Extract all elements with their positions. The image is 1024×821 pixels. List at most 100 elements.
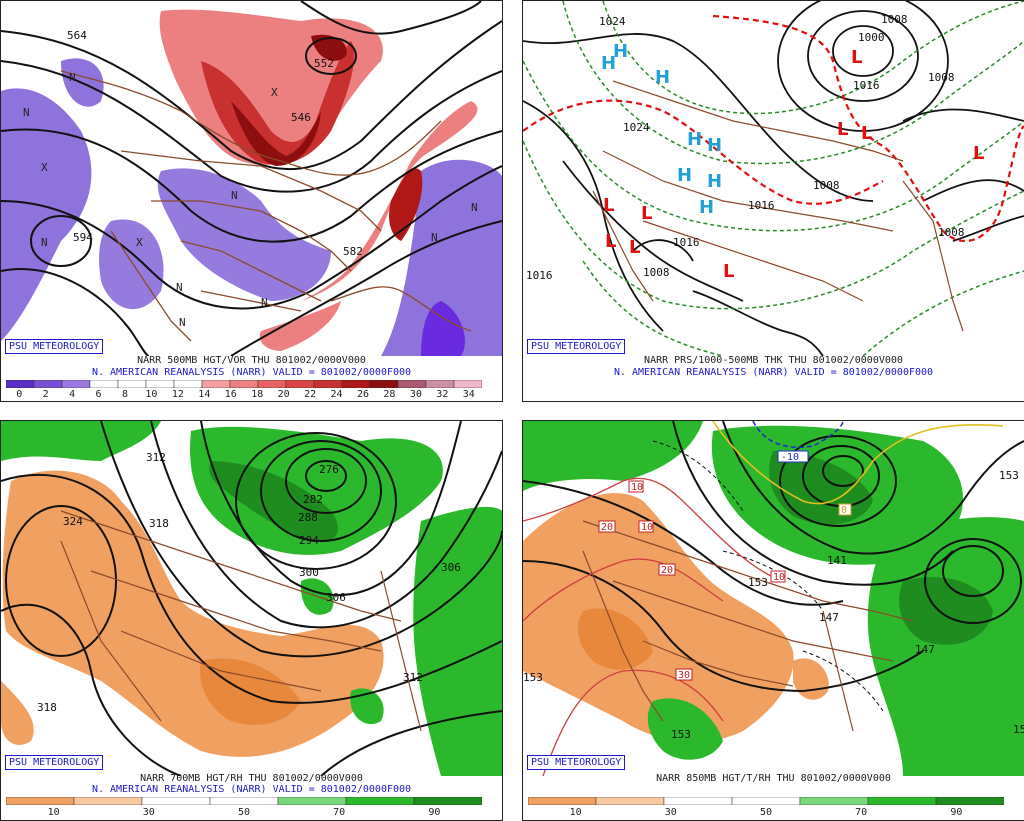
contour-label-564: 564	[67, 29, 87, 42]
psu-badge: PSU METEOROLOGY	[527, 755, 626, 770]
colorbar-swatch	[73, 797, 143, 805]
vort-min-symbol: N	[431, 231, 438, 244]
contour-label-312: 312	[403, 671, 423, 684]
psu-badge: PSU METEOROLOGY	[5, 339, 104, 354]
isobar-label-1000: 1000	[858, 31, 885, 44]
contour-label-147: 147	[819, 611, 839, 624]
colorbar-swatch	[173, 380, 203, 388]
isotherm-label-10: 10	[641, 522, 653, 533]
colorbar-swatch	[663, 797, 733, 805]
low-pressure-symbol: L	[851, 47, 862, 68]
map-surface: 1024 1008 1016 1016 1008 1016 1008 1008 …	[523, 1, 1024, 356]
contour-label-324: 324	[63, 515, 83, 528]
high-pressure-symbol: H	[687, 129, 702, 150]
high-pressure-symbol: H	[677, 165, 692, 186]
contour-label-276: 276	[319, 463, 339, 476]
colorbar-swatch	[345, 797, 415, 805]
contour-label-282: 282	[303, 493, 323, 506]
low-pressure-symbol: L	[973, 143, 984, 164]
colorbar-tick-label: 22	[304, 389, 317, 400]
colorbar-tick-label: 50	[759, 807, 773, 818]
contour-label-546: 546	[291, 111, 311, 124]
colorbar-swatch	[313, 380, 343, 388]
map-700mb: 312 324 318 276 282 288 294 300 306 306 …	[1, 421, 502, 776]
contour-label-153: 153	[523, 671, 543, 684]
panel-title: NARR 500MB HGT/VOR THU 801002/0000V000	[137, 355, 366, 366]
colorbar-swatch	[867, 797, 937, 805]
isobar-label-1016: 1016	[673, 236, 700, 249]
colorbar-swatch	[141, 797, 211, 805]
vort-max-symbol: X	[271, 86, 278, 99]
high-pressure-symbol: H	[655, 67, 670, 88]
high-pressure-symbol: H	[699, 197, 714, 218]
isotherm-label-30: 30	[678, 670, 690, 681]
colorbar-swatch	[731, 797, 801, 805]
colorbar-tick-label: 90	[950, 807, 963, 818]
colorbar-swatch	[117, 380, 147, 388]
panel-500mb: 564 552 546 594 582 N N N N N N N N N X …	[0, 0, 503, 402]
isotherm-minus10	[752, 421, 844, 448]
contour-label-147: 147	[915, 643, 935, 656]
panel-850mb: 10 20 10 20 10 30 0 -10 153 153 141 147 …	[522, 420, 1024, 821]
low-pressure-symbol: L	[641, 203, 652, 224]
isobar-label-1008: 1008	[813, 179, 840, 192]
panel-subtitle: N. AMERICAN REANALYSIS (NARR) VALID = 80…	[91, 367, 412, 378]
vort-min-symbol: N	[261, 296, 268, 309]
colorbar-tick-label: 30	[664, 807, 677, 818]
isotherm-dashed	[652, 440, 884, 712]
colorbar-tick-label: 26	[356, 389, 370, 400]
contour-label-153: 153	[748, 576, 768, 589]
low-pressure-symbol: L	[603, 195, 614, 216]
colorbar-tick-label: 10	[47, 807, 60, 818]
colorbar-tick-label: 70	[333, 807, 346, 818]
geography-borders	[592, 80, 964, 332]
geography-borders	[60, 70, 472, 342]
colorbar-labels: 10 30 50 70 90	[528, 807, 1004, 819]
colorbar-rh	[528, 797, 1004, 805]
colorbar-swatch	[453, 380, 482, 388]
high-pressure-symbol: H	[601, 53, 616, 74]
vort-min-symbol: N	[179, 316, 186, 329]
colorbar-tick-label: 2	[42, 389, 49, 400]
contour-label-288: 288	[298, 511, 318, 524]
colorbar-tick-label: 30	[142, 807, 155, 818]
contour-label-300: 300	[299, 566, 319, 579]
isobar-label-1008: 1008	[881, 13, 908, 26]
colorbar-swatch	[6, 797, 75, 805]
colorbar-tick-label: 28	[383, 389, 396, 400]
colorbar-swatch	[6, 380, 35, 388]
contour-label-294: 294	[299, 534, 319, 547]
colorbar-tick-label: 12	[171, 389, 184, 400]
colorbar-swatch	[397, 380, 427, 388]
colorbar-tick-label: 0	[16, 389, 23, 400]
height-contours	[523, 421, 1024, 693]
psu-badge: PSU METEOROLOGY	[527, 339, 626, 354]
isobar-label-1008: 1008	[643, 266, 670, 279]
colorbar-tick-label: 32	[436, 389, 449, 400]
colorbar-tick-label: 90	[428, 807, 441, 818]
colorbar-tick-label: 70	[855, 807, 868, 818]
rh-shading	[523, 421, 1024, 776]
colorbar-swatch	[369, 380, 399, 388]
contour-label-552: 552	[314, 57, 334, 70]
height-contours	[1, 421, 502, 776]
low-pressure-symbol: L	[861, 123, 872, 144]
panel-subtitle: N. AMERICAN REANALYSIS (NARR) VALID = 80…	[91, 784, 412, 795]
colorbar-tick-label: 34	[462, 389, 475, 400]
vort-min-symbol: N	[69, 71, 76, 84]
vort-min-symbol: N	[471, 201, 478, 214]
contour-label-594: 594	[73, 231, 93, 244]
colorbar-tick-label: 24	[330, 389, 343, 400]
low-pressure-symbol: L	[723, 261, 734, 282]
panel-700mb: 312 324 318 276 282 288 294 300 306 306 …	[0, 420, 503, 821]
isobar-label-1016: 1016	[853, 79, 880, 92]
colorbar-tick-label: 18	[251, 389, 264, 400]
vort-max-symbol: X	[136, 236, 143, 249]
map-850mb: 10 20 10 20 10 30 0 -10 153 153 141 147 …	[523, 421, 1024, 776]
vort-min-symbol: N	[231, 189, 238, 202]
colorbar-swatch	[201, 380, 231, 388]
colorbar-swatch	[89, 380, 119, 388]
colorbar-tick-label: 14	[198, 389, 211, 400]
colorbar-tick-label: 6	[95, 389, 102, 400]
isotherm-label-0: 0	[841, 505, 847, 516]
